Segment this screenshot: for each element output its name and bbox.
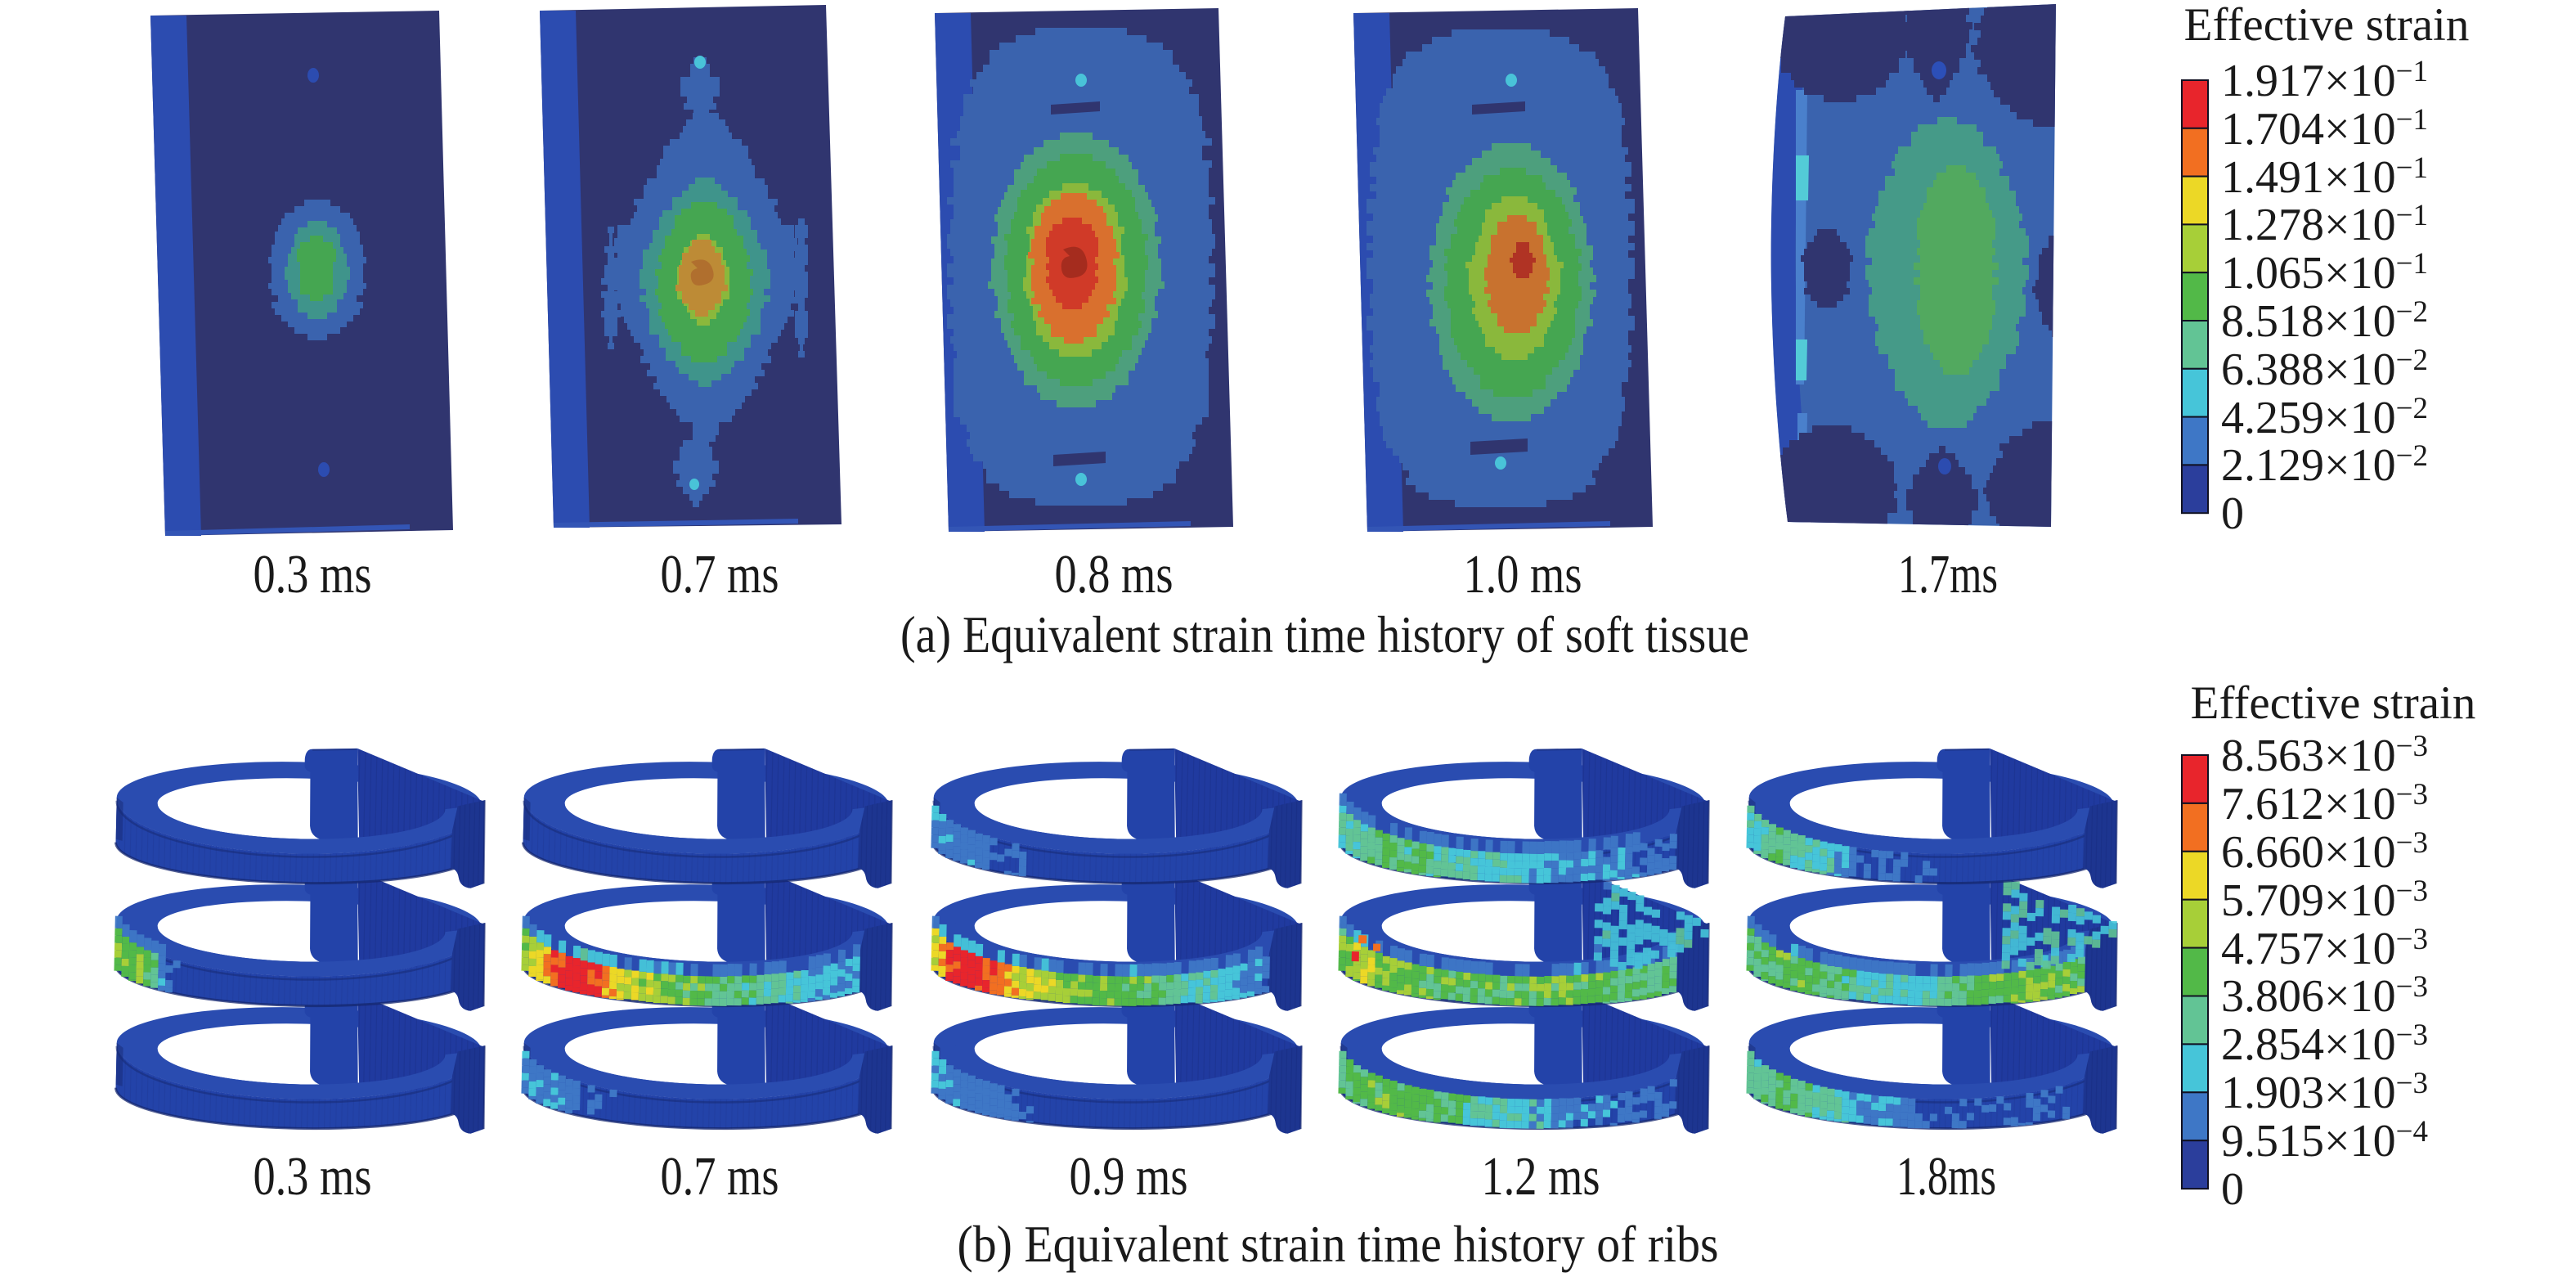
svg-text:4.259×10−2: 4.259×10−2 [2221,392,2428,443]
svg-text:8.563×10−3: 8.563×10−3 [2221,730,2428,781]
svg-text:0.3 ms: 0.3 ms [254,544,372,605]
svg-text:Effective strain: Effective strain [2184,0,2470,51]
svg-text:1.704×10−1: 1.704×10−1 [2221,103,2428,155]
svg-text:0.7 ms: 0.7 ms [661,544,779,605]
svg-text:Effective strain: Effective strain [2191,677,2476,729]
svg-text:0.8 ms: 0.8 ms [1055,544,1174,605]
svg-text:1.903×10−3: 1.903×10−3 [2221,1067,2428,1118]
svg-text:4.757×10−3: 4.757×10−3 [2221,923,2428,974]
svg-text:1.7ms: 1.7ms [1898,544,1998,605]
svg-text:0: 0 [2221,488,2244,539]
svg-text:1.278×10−1: 1.278×10−1 [2221,199,2428,250]
svg-text:2.854×10−3: 2.854×10−3 [2221,1018,2428,1070]
svg-text:0.7 ms: 0.7 ms [661,1146,779,1207]
svg-text:8.518×10−2: 8.518×10−2 [2221,295,2428,347]
svg-text:2.129×10−2: 2.129×10−2 [2221,439,2428,491]
svg-text:6.388×10−2: 6.388×10−2 [2221,344,2428,395]
svg-text:1.491×10−1: 1.491×10−1 [2221,151,2428,203]
svg-text:0.3 ms: 0.3 ms [254,1146,372,1207]
svg-text:6.660×10−3: 6.660×10−3 [2221,826,2428,878]
svg-text:1.8ms: 1.8ms [1896,1146,1996,1207]
svg-text:0.9 ms: 0.9 ms [1070,1146,1188,1207]
svg-text:(b) Equivalent strain time his: (b) Equivalent strain time history of ri… [958,1215,1719,1273]
svg-text:7.612×10−3: 7.612×10−3 [2221,778,2428,830]
svg-text:9.515×10−4: 9.515×10−4 [2221,1115,2428,1167]
svg-text:(a) Equivalent strain time his: (a) Equivalent strain time history of so… [900,605,1749,663]
svg-text:1.917×10−1: 1.917×10−1 [2221,55,2428,106]
svg-text:1.0 ms: 1.0 ms [1464,544,1582,605]
svg-text:1.065×10−1: 1.065×10−1 [2221,247,2428,299]
svg-text:1.2 ms: 1.2 ms [1482,1146,1600,1207]
svg-text:0: 0 [2221,1164,2244,1215]
svg-text:5.709×10−3: 5.709×10−3 [2221,875,2428,926]
svg-text:3.806×10−3: 3.806×10−3 [2221,970,2428,1022]
